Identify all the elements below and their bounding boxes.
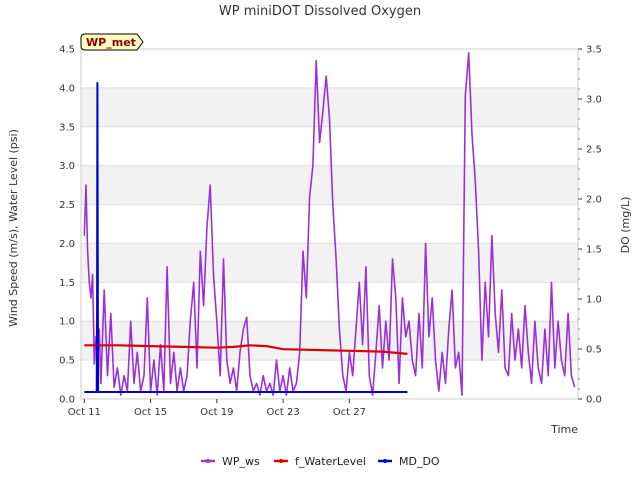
x-axis-ticks: Oct 11 Oct 15 Oct 19 Oct 23 Oct 27 xyxy=(68,399,366,418)
right-tick-label: 3.0 xyxy=(586,95,602,106)
right-tick-label: 0.5 xyxy=(586,345,602,356)
grid-band xyxy=(81,243,578,283)
background-bands xyxy=(81,87,578,361)
right-tick-label: 3.5 xyxy=(586,45,602,56)
right-tick-label: 0.0 xyxy=(586,395,602,406)
series-line-f-waterlevel xyxy=(84,344,408,355)
grid-band xyxy=(81,165,578,205)
chart-title: WP miniDOT Dissolved Oxygen xyxy=(219,4,421,19)
right-tick-label: 1.5 xyxy=(586,245,602,256)
left-tick-label: 0.0 xyxy=(59,395,75,406)
legend: WP_ws f_WaterLevel MD_DO xyxy=(201,455,440,468)
y-axis-right-label: DO (mg/L) xyxy=(619,197,632,254)
legend-marker-md-do xyxy=(383,459,387,463)
left-tick-label: 3.0 xyxy=(59,161,75,172)
x-tick-label: Oct 15 xyxy=(134,407,167,418)
series-line-wp-ws xyxy=(83,52,576,396)
right-tick-label: 1.0 xyxy=(586,295,602,306)
left-tick-label: 4.5 xyxy=(59,45,75,56)
badge-shape xyxy=(80,33,144,51)
right-tick-label: 2.0 xyxy=(586,195,602,206)
left-tick-label: 0.5 xyxy=(59,356,75,367)
left-y-axis-ticks: 0.0 0.5 1.0 1.5 2.0 2.5 3.0 3.5 4.0 4.5 xyxy=(59,45,75,406)
x-tick-label: Oct 19 xyxy=(200,407,233,418)
left-tick-label: 3.5 xyxy=(59,122,75,133)
legend-label-wp-ws: WP_ws xyxy=(222,455,260,468)
x-tick-label: Oct 27 xyxy=(333,407,366,418)
legend-label-md-do: MD_DO xyxy=(399,455,440,468)
left-tick-label: 1.0 xyxy=(59,317,75,328)
x-axis-label: Time xyxy=(550,423,578,436)
left-tick-label: 4.0 xyxy=(59,83,75,94)
legend-marker-f-waterlevel xyxy=(279,459,283,463)
legend-label-f-waterlevel: f_WaterLevel xyxy=(295,455,366,468)
left-tick-label: 1.5 xyxy=(59,278,75,289)
left-tick-label: 2.0 xyxy=(59,239,75,250)
series-layer xyxy=(83,52,576,396)
y-axis-left-label: Wind Speed (m/s), Water Level (psi) xyxy=(7,129,20,327)
plot-area xyxy=(80,48,579,400)
x-tick-label: Oct 23 xyxy=(267,407,300,418)
grid-band xyxy=(81,321,578,361)
right-y-axis-ticks: 0.0 0.5 1.0 1.5 2.0 2.5 3.0 3.5 xyxy=(578,45,602,406)
station-badge: WP_met xyxy=(80,33,144,51)
badge-label: WP_met xyxy=(86,36,136,49)
legend-marker-wp-ws xyxy=(206,459,210,463)
x-tick-label: Oct 11 xyxy=(68,407,101,418)
right-tick-label: 2.5 xyxy=(586,145,602,156)
left-tick-label: 2.5 xyxy=(59,200,75,211)
series-line-md-do xyxy=(84,82,408,393)
